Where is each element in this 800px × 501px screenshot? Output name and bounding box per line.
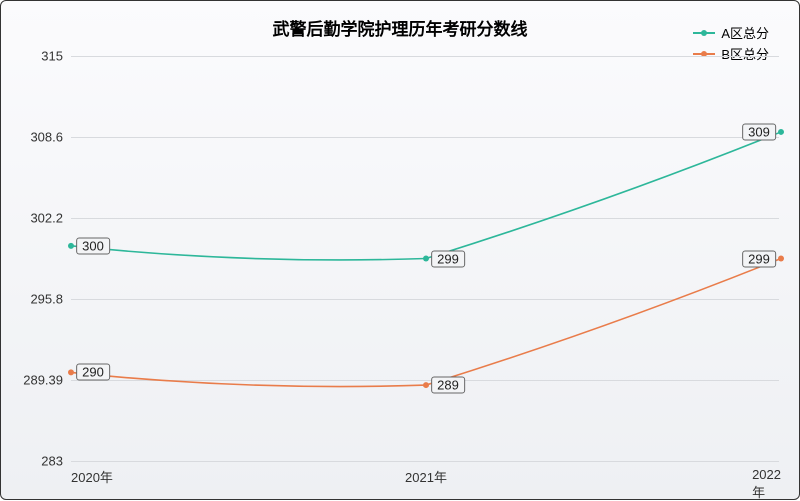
data-point xyxy=(68,243,74,249)
legend-swatch-b xyxy=(693,53,715,55)
y-tick-label: 295.8 xyxy=(30,292,63,307)
data-point xyxy=(778,256,784,262)
y-tick-label: 302.2 xyxy=(30,211,63,226)
data-point xyxy=(423,256,429,262)
data-label: 289 xyxy=(431,377,465,394)
chart-title: 武警后勤学院护理历年考研分数线 xyxy=(1,15,799,40)
legend-swatch-a xyxy=(693,32,715,34)
y-tick-label: 315 xyxy=(41,49,63,64)
data-label: 290 xyxy=(76,364,110,381)
legend-label: A区总分 xyxy=(721,23,769,42)
line-chart: 武警后勤学院护理历年考研分数线 A区总分 B区总分 283289.39295.8… xyxy=(0,0,800,500)
gridline xyxy=(71,461,779,462)
legend-item: A区总分 xyxy=(693,23,769,42)
data-point xyxy=(68,369,74,375)
data-label: 299 xyxy=(742,250,776,267)
series-line xyxy=(71,259,781,387)
data-label: 300 xyxy=(76,237,110,254)
data-point xyxy=(778,129,784,135)
series-line xyxy=(71,132,781,260)
x-tick-label: 2021年 xyxy=(405,467,447,486)
data-point xyxy=(423,382,429,388)
y-tick-label: 283 xyxy=(41,454,63,469)
y-tick-label: 308.6 xyxy=(30,130,63,145)
x-tick-label: 2022年 xyxy=(752,467,781,501)
x-tick-label: 2020年 xyxy=(71,467,113,486)
plot-area: 283289.39295.8302.2308.63152020年2021年202… xyxy=(71,56,779,459)
y-tick-label: 289.39 xyxy=(23,373,63,388)
data-label: 299 xyxy=(431,250,465,267)
data-label: 309 xyxy=(742,123,776,140)
